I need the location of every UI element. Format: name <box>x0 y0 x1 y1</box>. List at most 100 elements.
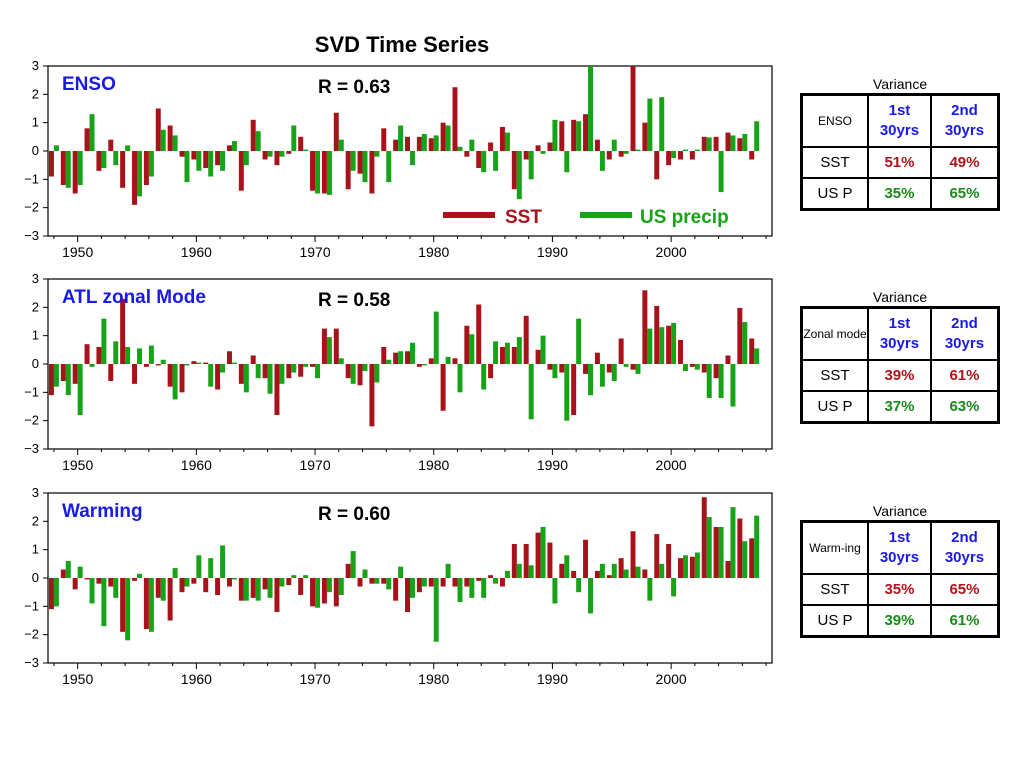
precip-bar-1989 <box>540 151 546 154</box>
sst-bar-1971 <box>321 578 327 604</box>
precip-bar-1990 <box>552 364 558 379</box>
precip-bar-1951 <box>89 578 95 604</box>
sst-bar-1975 <box>369 578 375 584</box>
sst-bar-1986 <box>499 126 505 151</box>
x-tick-label: 1990 <box>537 457 568 473</box>
sst-bar-1950 <box>72 578 78 590</box>
sst-bar-1959 <box>179 364 185 393</box>
precip-bar-1998 <box>647 98 653 151</box>
x-tick-label: 1970 <box>299 244 330 260</box>
precip-bar-1999 <box>659 563 665 578</box>
precip-bar-2004 <box>718 364 724 398</box>
precip-bar-1982 <box>457 578 463 603</box>
usp-second-value: 61% <box>929 604 1000 638</box>
x-tick-label: 1990 <box>537 244 568 260</box>
precip-bar-1969 <box>303 149 309 151</box>
sst-bar-1989 <box>535 532 541 578</box>
sst-bar-1956 <box>143 578 149 629</box>
sst-bar-1979 <box>416 136 422 151</box>
precip-bar-1991 <box>564 364 570 421</box>
sst-bar-1978 <box>405 136 410 151</box>
header-second-30yrs: 2nd 30yrs <box>929 306 1000 361</box>
row-label-sst: SST <box>800 359 869 392</box>
y-tick-label: 3 <box>32 485 39 500</box>
sst-bar-1962 <box>215 151 221 166</box>
sst-bar-2001 <box>678 339 683 364</box>
precip-bar-1966 <box>267 151 273 157</box>
precip-bar-1989 <box>540 527 546 578</box>
sst-bar-1976 <box>381 578 387 584</box>
sst-bar-1971 <box>321 328 327 364</box>
sst-bar-1949 <box>60 151 66 185</box>
precip-bar-1981 <box>445 563 451 578</box>
sst-bar-1965 <box>250 355 256 364</box>
precip-bar-1990 <box>552 578 558 604</box>
x-tick-label: 2000 <box>656 457 687 473</box>
sst-bar-2005 <box>725 355 731 364</box>
sst-bar-1999 <box>654 151 660 180</box>
sst-bar-1952 <box>96 347 102 364</box>
x-tick-label: 1960 <box>181 671 212 687</box>
sst-bar-1952 <box>96 151 102 171</box>
sst-bar-1961 <box>203 151 209 168</box>
sst-bar-1964 <box>238 364 244 384</box>
sst-bar-1950 <box>72 151 78 194</box>
precip-bar-1962 <box>220 545 226 578</box>
header-second-30yrs: 2nd 30yrs <box>929 520 1000 575</box>
legend-swatch-us-precip <box>580 212 632 218</box>
precip-bar-1971 <box>326 151 332 195</box>
precip-bar-1962 <box>220 364 226 373</box>
sst-bar-1953 <box>108 578 114 587</box>
precip-bar-1991 <box>564 151 570 173</box>
precip-bar-1973 <box>350 364 356 384</box>
sst-bar-1955 <box>132 578 138 581</box>
usp-second-value: 63% <box>929 390 1000 424</box>
precip-bar-1974 <box>362 569 368 578</box>
sst-bar-1966 <box>262 578 268 590</box>
legend: SST US precip <box>443 207 729 228</box>
sst-bar-1981 <box>440 122 446 151</box>
precip-bar-1982 <box>457 364 463 393</box>
sst-bar-1998 <box>642 290 648 364</box>
precip-bar-1988 <box>528 565 534 578</box>
precip-bar-2007 <box>754 121 760 151</box>
sst-bar-1974 <box>357 364 363 386</box>
precip-bar-1956 <box>148 151 154 177</box>
precip-bar-1981 <box>445 125 451 151</box>
precip-bar-1953 <box>113 578 119 598</box>
precip-bar-1995 <box>611 139 617 151</box>
sst-bar-2003 <box>701 136 707 151</box>
usp-first-value: 37% <box>867 390 932 424</box>
sst-bar-1948 <box>48 364 54 396</box>
precip-bar-2004 <box>718 527 724 578</box>
sst-bar-1975 <box>369 364 375 427</box>
usp-first-value: 35% <box>867 177 932 211</box>
sst-bar-2006 <box>737 518 743 578</box>
precip-bar-2003 <box>706 517 712 578</box>
sst-bar-1971 <box>321 151 327 194</box>
precip-bar-1958 <box>172 364 178 400</box>
precip-bar-1958 <box>172 135 178 151</box>
sst-bar-2002 <box>689 151 695 160</box>
sst-bar-1958 <box>167 125 173 151</box>
y-tick-label: 1 <box>32 115 39 130</box>
precip-bar-1990 <box>552 119 558 151</box>
precip-bar-1998 <box>647 328 653 364</box>
sst-bar-1983 <box>464 578 470 587</box>
precip-bar-1993 <box>588 66 594 151</box>
precip-bar-2000 <box>671 322 677 364</box>
sst-bar-1968 <box>286 364 292 379</box>
precip-bar-1995 <box>611 563 617 578</box>
sst-bar-1977 <box>393 352 399 364</box>
precip-bar-1966 <box>267 364 273 394</box>
sst-bar-2005 <box>725 132 731 151</box>
header-first-30yrs: 1st 30yrs <box>867 520 932 575</box>
sst-bar-1950 <box>72 364 78 384</box>
precip-bar-1957 <box>160 359 166 364</box>
sst-bar-1978 <box>405 578 410 612</box>
sst-bar-1975 <box>369 151 375 194</box>
sst-bar-1970 <box>310 364 316 367</box>
precip-bar-1988 <box>528 151 534 180</box>
precip-bar-1984 <box>481 578 487 598</box>
x-tick-label: 1960 <box>181 457 212 473</box>
